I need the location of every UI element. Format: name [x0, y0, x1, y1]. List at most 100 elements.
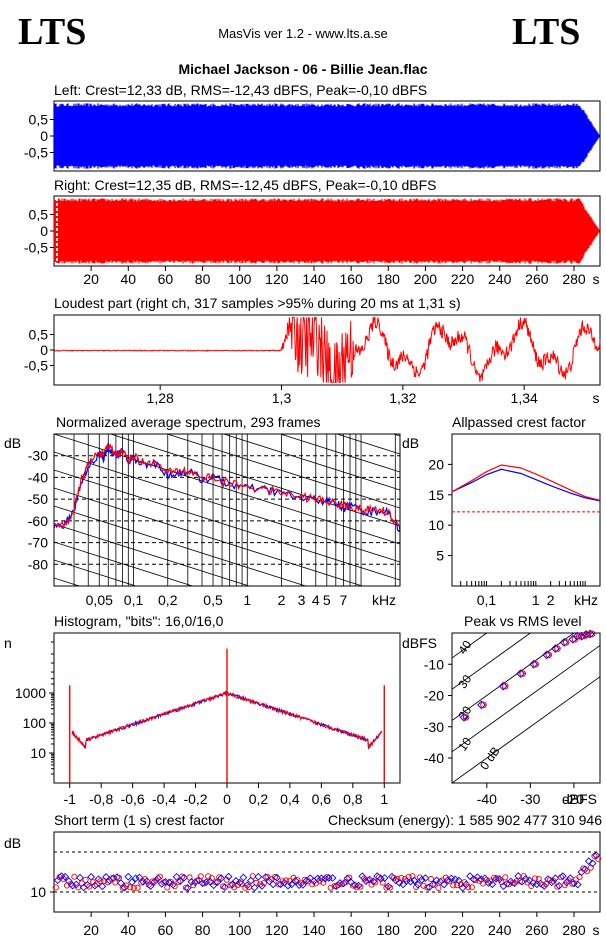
histogram-title: Histogram, "bits": 16,0/16,0 — [54, 613, 224, 629]
histogram-n-label: n — [4, 635, 12, 651]
loudest-part-title: Loudest part (right ch, 317 samples >95%… — [54, 295, 461, 311]
short-term-point-right — [387, 884, 394, 891]
short-term-xtick-label: 220 — [451, 922, 475, 938]
short-term-point-right — [130, 884, 137, 891]
histogram-xtick-label: -0,8 — [89, 791, 113, 807]
crest-xunit-label: kHz — [574, 592, 598, 608]
short-term-point-left — [588, 859, 597, 868]
short-term-point-left — [168, 880, 177, 889]
short-term-point-left — [276, 880, 285, 889]
right-waveform-ytick-label: 0 — [40, 223, 48, 239]
short-term-point-left — [298, 880, 307, 889]
short-term-point-left — [53, 876, 62, 885]
short-term-point-right — [309, 881, 316, 888]
short-term-xtick-label: 40 — [120, 922, 136, 938]
peak-rms-point-left — [459, 712, 469, 722]
short-term-point-left — [480, 874, 489, 883]
file-title: Michael Jackson - 06 - Billie Jean.flac — [179, 61, 428, 77]
short-term-point-right — [86, 883, 93, 890]
short-term-point-right — [242, 884, 249, 891]
crest-right-line — [451, 464, 601, 501]
spectrum-diagonal — [54, 434, 400, 545]
short-term-point-right — [275, 881, 282, 888]
peak-rms-point-left — [529, 659, 539, 669]
short-term-point-right — [424, 884, 431, 891]
short-term-point-right — [535, 875, 542, 882]
short-term-point-left — [484, 879, 493, 887]
peak-rms-point-left — [559, 637, 569, 647]
left-waveform-ytick-label: -0,5 — [24, 145, 48, 161]
short-term-xtick-label: 140 — [302, 922, 326, 938]
right-waveform-xtick-label: 200 — [414, 271, 438, 287]
peak-rms-point-right — [480, 701, 487, 709]
histogram-xtick-label: -1 — [64, 791, 77, 807]
short-term-point-right — [468, 884, 475, 891]
short-term-point-left — [488, 880, 497, 889]
short-term-point-left — [358, 872, 367, 881]
loudest-xunit-label: s — [593, 390, 600, 406]
short-term-point-left — [287, 880, 296, 889]
spectrum-diagonal — [279, 434, 400, 473]
short-term-point-left — [558, 872, 567, 881]
spectrum-diagonal — [54, 308, 400, 418]
peak-rms-frame — [451, 632, 601, 784]
peak-rms-crest-line — [452, 633, 532, 690]
short-term-point-right — [465, 884, 472, 891]
short-term-point-right — [123, 882, 130, 889]
short-term-point-right — [427, 875, 435, 883]
right-waveform-xtick-label: 240 — [488, 271, 512, 287]
short-term-point-left — [124, 872, 133, 881]
short-term-point-left — [432, 876, 441, 885]
spectrum-diagonal — [54, 469, 400, 581]
spectrum-xtick-label: 0,1 — [124, 592, 144, 608]
short-term-point-left — [98, 882, 107, 891]
spectrum-frame — [53, 433, 401, 587]
short-term-point-right — [156, 873, 163, 880]
short-term-point-left — [142, 877, 151, 886]
short-term-xtick-label: 260 — [525, 922, 549, 938]
spectrum-xtick-label: 3 — [298, 592, 306, 608]
short-term-point-right — [97, 877, 104, 885]
right-waveform-xtick-label: 80 — [195, 271, 211, 287]
short-term-point-left — [72, 880, 81, 889]
loudest-ytick-label: -0,5 — [24, 358, 48, 374]
short-term-point-right — [115, 874, 123, 881]
short-term-point-right — [364, 877, 371, 884]
short-term-point-left — [581, 865, 590, 874]
right-waveform-xtick-label: 20 — [83, 271, 99, 287]
peak-rms-crest-line — [452, 644, 600, 753]
histogram-ytick-label: 1000 — [15, 685, 46, 701]
short-term-point-left — [380, 874, 389, 882]
short-term-xtick-label: 200 — [414, 922, 438, 938]
short-term-point-left — [254, 872, 263, 881]
spectrum-diagonal — [54, 451, 400, 563]
short-term-point-right — [283, 877, 290, 884]
histogram-xtick-label: -0,2 — [183, 791, 207, 807]
crest-frame — [451, 433, 601, 587]
short-term-point-left — [451, 875, 460, 884]
short-term-point-left — [102, 873, 110, 881]
peak-rms-point-left — [516, 669, 526, 679]
histogram-xtick-label: 0 — [223, 791, 231, 807]
spectrum-diagonal — [54, 559, 138, 586]
short-term-point-left — [243, 881, 252, 890]
peak-rms-point-right — [532, 660, 540, 668]
short-term-point-right — [583, 868, 591, 875]
left-waveform-ytick-label: 0 — [40, 128, 48, 144]
peak-rms-xtick-label: -30 — [520, 791, 540, 807]
peak-rms-crest-line — [452, 676, 600, 783]
right-waveform-xtick-label: 60 — [158, 271, 174, 287]
short-term-point-right — [208, 875, 215, 882]
lts-logo-right: LTS — [512, 11, 580, 53]
short-term-point-right — [413, 883, 420, 891]
short-term-point-left — [417, 875, 426, 884]
short-term-point-right — [405, 873, 412, 880]
spectrum-title: Normalized average spectrum, 293 frames — [56, 414, 321, 430]
right-waveform-signal — [53, 198, 600, 264]
peak-rms-point-left — [577, 631, 586, 641]
short-term-point-left — [328, 874, 337, 882]
loudest-xtick-label: 1,32 — [389, 390, 416, 406]
short-term-xtick-label: 160 — [339, 922, 363, 938]
short-term-point-right — [149, 878, 156, 885]
